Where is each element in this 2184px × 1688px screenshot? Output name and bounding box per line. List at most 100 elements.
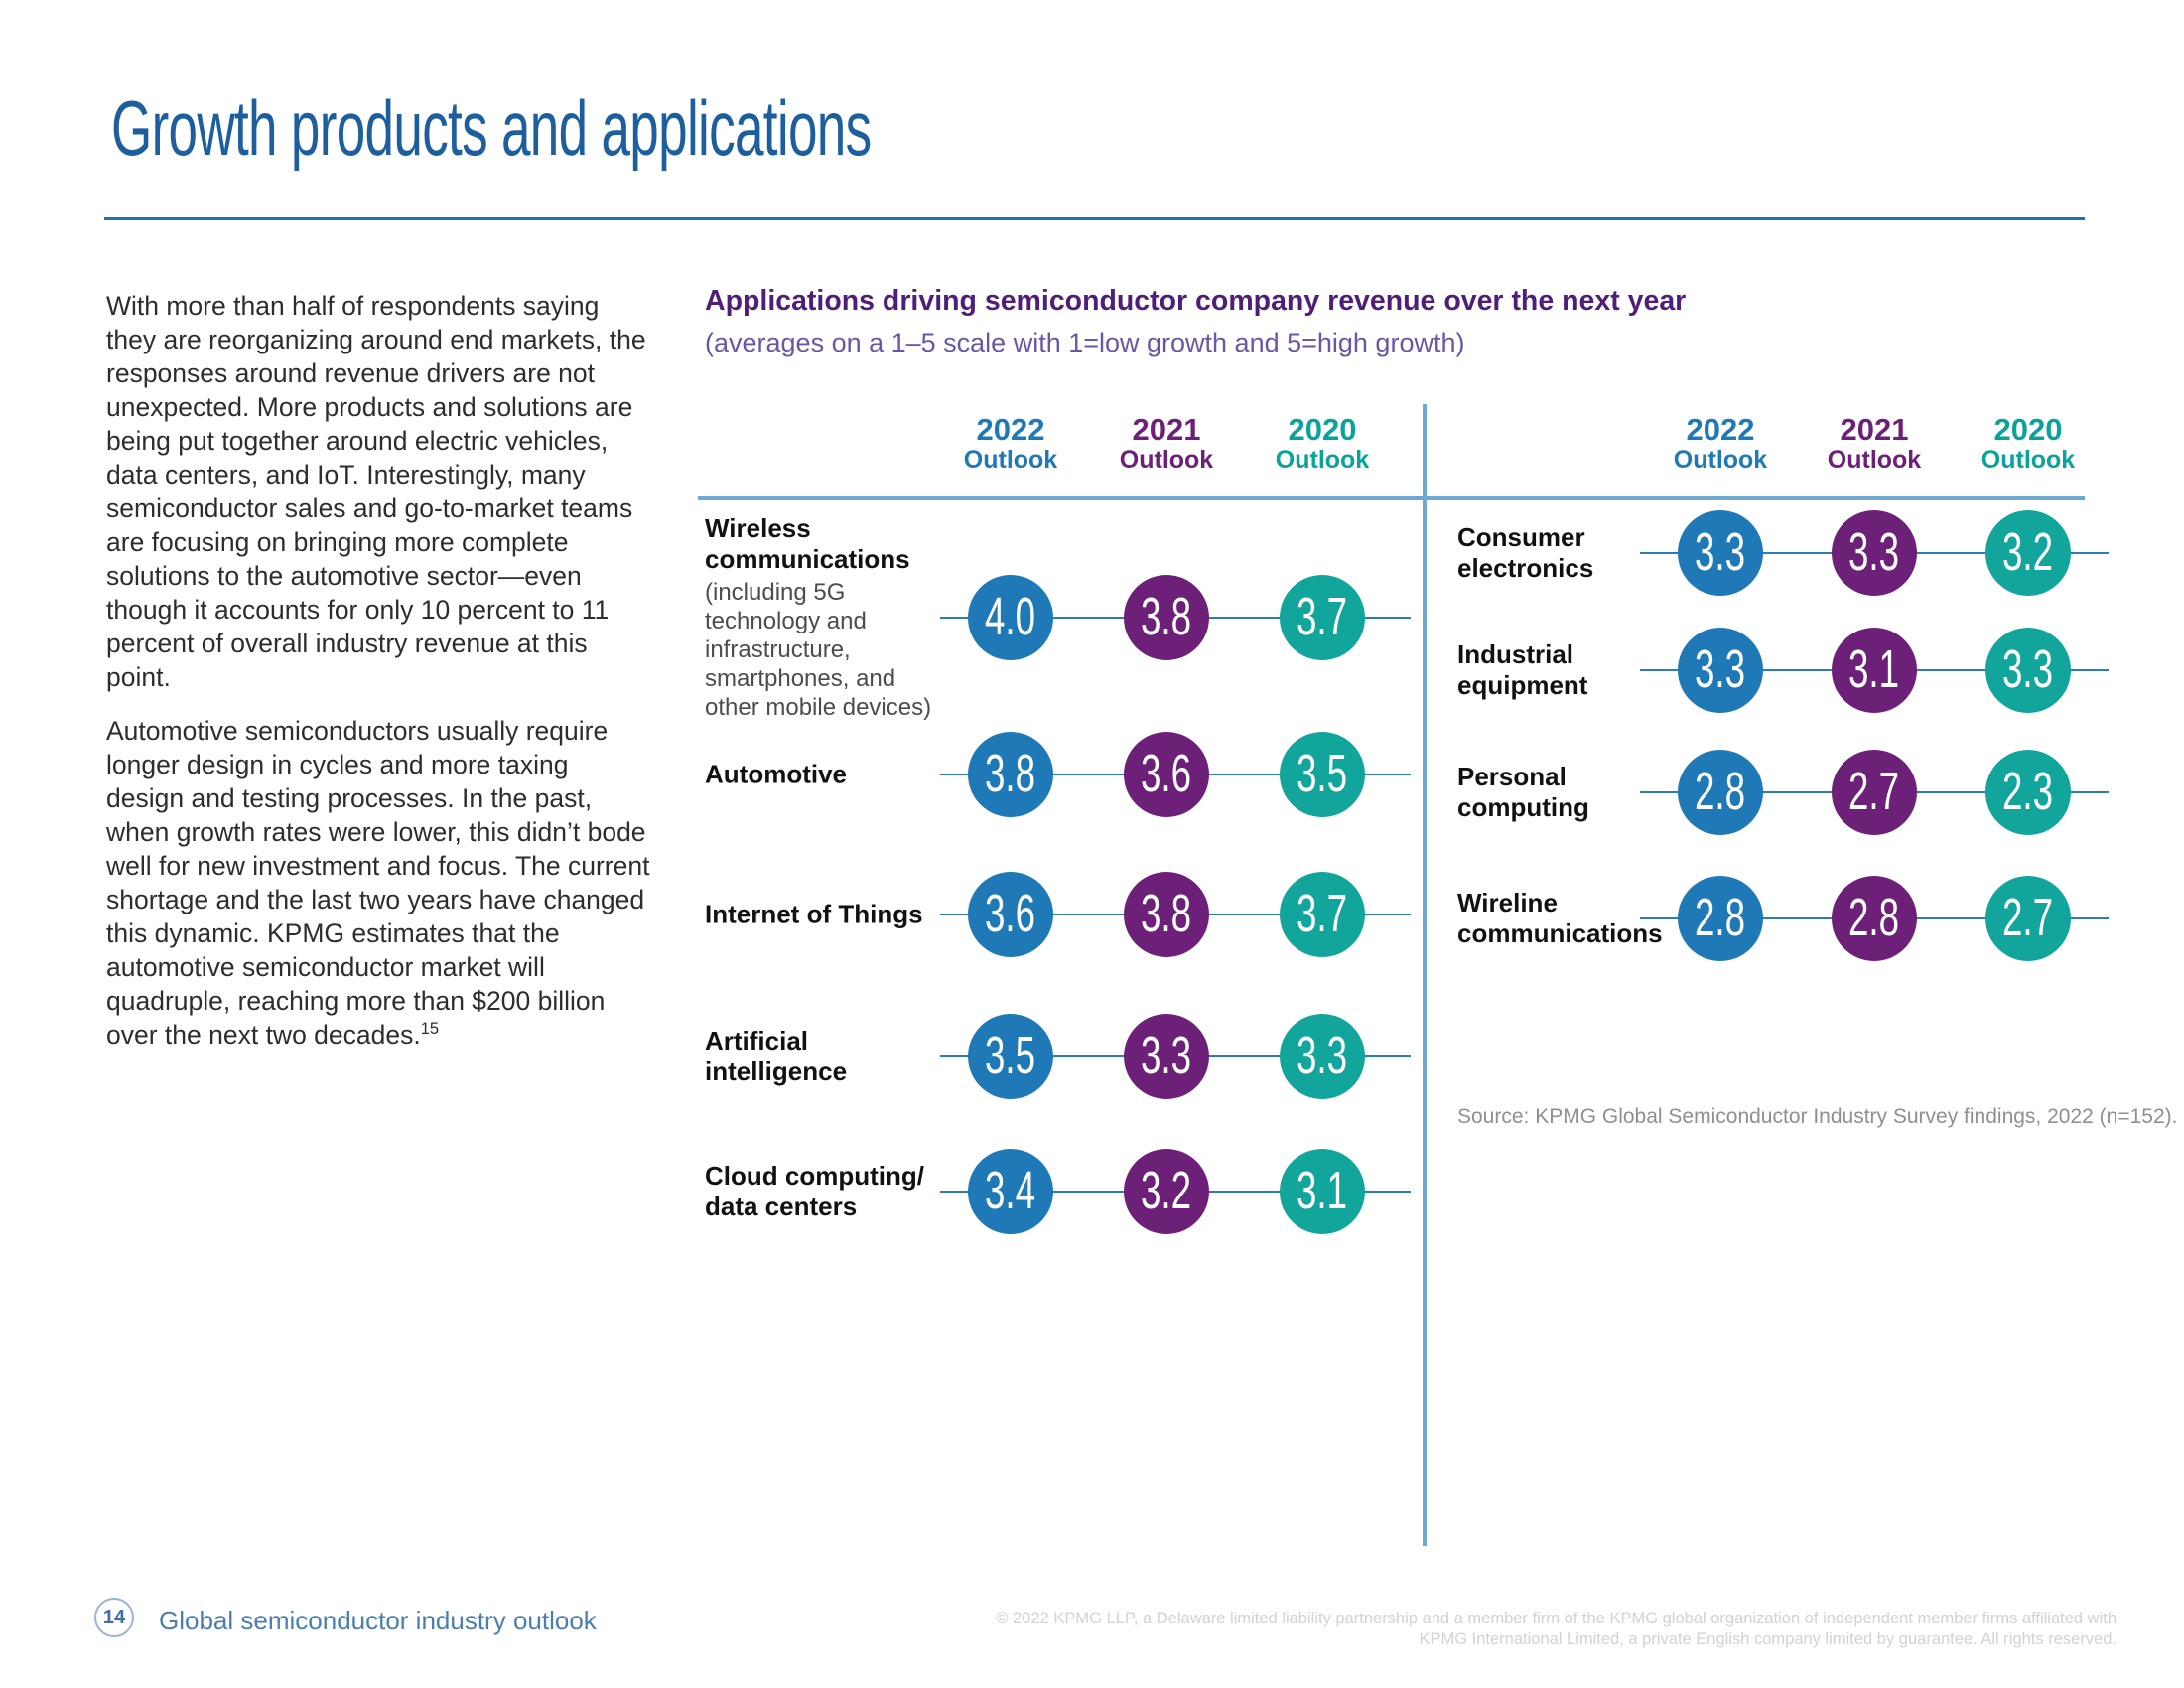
- value-2020: 3.3: [1297, 1026, 1348, 1085]
- row-label: Cloud computing/ data centers: [705, 1161, 941, 1222]
- category-label: Internet of Things: [705, 899, 923, 929]
- title-divider: [104, 217, 2085, 220]
- row-label: Consumer electronics: [1457, 522, 1641, 584]
- column-sublabel: Outlook: [1119, 446, 1214, 474]
- value-bubble-2021: 3.3: [1832, 510, 1917, 596]
- value-2022: 3.8: [985, 744, 1036, 803]
- page-number-badge: 14: [94, 1598, 134, 1637]
- value-2022: 2.8: [1695, 762, 1746, 821]
- column-year: 2021: [1132, 412, 1201, 447]
- value-2020: 3.1: [1297, 1161, 1348, 1220]
- value-bubble-2020: 3.1: [1280, 1149, 1365, 1234]
- row-label: Automotive: [705, 760, 941, 790]
- column-year: 2022: [1686, 412, 1755, 447]
- value-bubble-2022: 3.3: [1678, 628, 1763, 713]
- value-2022: 3.4: [985, 1161, 1036, 1220]
- footnote-marker: 15: [420, 1020, 440, 1039]
- value-2021: 3.1: [1848, 639, 1900, 699]
- category-label: Artificial intelligence: [705, 1026, 848, 1086]
- value-bubble-2020: 3.7: [1280, 872, 1365, 957]
- column-year: 2020: [1288, 412, 1357, 447]
- value-bubble-2022: 2.8: [1678, 750, 1763, 835]
- category-label: Industrial equipment: [1457, 639, 1588, 700]
- value-bubble-2022: 3.6: [968, 872, 1053, 957]
- category-note: (including 5G technology and infrastruct…: [705, 579, 932, 721]
- value-2021: 3.6: [1141, 744, 1192, 803]
- value-2022: 4.0: [985, 587, 1036, 646]
- value-bubble-2022: 3.3: [1678, 510, 1763, 596]
- column-sublabel: Outlook: [1673, 446, 1768, 474]
- value-bubble-2020: 2.3: [1985, 750, 2071, 835]
- column-year: 2020: [1993, 412, 2063, 447]
- row-label: Personal computing: [1457, 762, 1641, 823]
- paragraph-2-text: Automotive semiconductors usually requir…: [106, 716, 650, 1050]
- paragraph-2: Automotive semiconductors usually requir…: [106, 714, 650, 1052]
- column-header-2021-right: 2021 Outlook: [1790, 412, 1959, 475]
- row-label: Internet of Things: [705, 900, 941, 930]
- value-2020: 3.7: [1297, 884, 1348, 943]
- column-year: 2021: [1840, 412, 1909, 447]
- column-header-2021-left: 2021 Outlook: [1082, 412, 1251, 475]
- value-bubble-2020: 3.3: [1985, 628, 2071, 713]
- value-2022: 3.3: [1695, 522, 1746, 582]
- category-label: Wireless communications: [705, 513, 910, 574]
- column-sublabel: Outlook: [1275, 446, 1370, 474]
- value-bubble-2022: 4.0: [968, 575, 1053, 660]
- value-bubble-2020: 3.7: [1280, 575, 1365, 660]
- value-2022: 3.5: [985, 1026, 1036, 1085]
- value-bubble-2021: 3.3: [1124, 1014, 1209, 1099]
- row-label: Industrial equipment: [1457, 639, 1641, 701]
- value-bubble-2022: 3.8: [968, 732, 1053, 817]
- value-2021: 3.3: [1141, 1026, 1192, 1085]
- category-label: Wireline communications: [1457, 888, 1663, 948]
- value-2022: 3.3: [1695, 639, 1746, 699]
- value-bubble-2022: 3.4: [968, 1149, 1053, 1234]
- column-header-2020-left: 2020 Outlook: [1238, 412, 1407, 475]
- value-bubble-2022: 3.5: [968, 1014, 1053, 1099]
- row-label: Artificial intelligence: [705, 1026, 941, 1087]
- value-bubble-2021: 2.7: [1832, 750, 1917, 835]
- value-bubble-2020: 3.5: [1280, 732, 1365, 817]
- body-text: With more than half of respondents sayin…: [106, 289, 650, 1071]
- value-bubble-2021: 3.2: [1124, 1149, 1209, 1234]
- column-year: 2022: [976, 412, 1045, 447]
- value-2021: 3.8: [1141, 884, 1192, 943]
- column-sublabel: Outlook: [1827, 446, 1922, 474]
- value-bubble-2021: 3.8: [1124, 872, 1209, 957]
- value-bubble-2021: 3.6: [1124, 732, 1209, 817]
- row-label: Wireless communications (including 5G te…: [705, 513, 941, 722]
- value-2020: 3.2: [2002, 522, 2054, 582]
- page-title: Growth products and applications: [111, 84, 872, 172]
- value-2022: 2.8: [1695, 888, 1746, 947]
- value-2022: 3.6: [985, 884, 1036, 943]
- value-2021: 3.8: [1141, 587, 1192, 646]
- value-bubble-2021: 3.1: [1832, 628, 1917, 713]
- value-2021: 3.2: [1141, 1161, 1192, 1220]
- column-sublabel: Outlook: [963, 446, 1058, 474]
- value-2021: 3.3: [1848, 522, 1900, 582]
- value-bubble-2021: 2.8: [1832, 876, 1917, 961]
- category-label: Personal computing: [1457, 762, 1589, 822]
- value-2021: 2.7: [1848, 762, 1900, 821]
- category-label: Consumer electronics: [1457, 522, 1594, 583]
- column-header-2022-right: 2022 Outlook: [1636, 412, 1805, 475]
- row-label: Wireline communications: [1457, 888, 1663, 949]
- value-bubble-2020: 3.3: [1280, 1014, 1365, 1099]
- column-sublabel: Outlook: [1980, 446, 2076, 474]
- value-2020: 3.3: [2002, 639, 2054, 699]
- chart-title: Applications driving semiconductor compa…: [705, 285, 1687, 317]
- copyright-notice: © 2022 KPMG LLP, a Delaware limited liab…: [996, 1609, 2116, 1650]
- column-header-2022-left: 2022 Outlook: [926, 412, 1095, 475]
- copyright-line-1: © 2022 KPMG LLP, a Delaware limited liab…: [996, 1610, 2116, 1627]
- value-2020: 2.7: [2002, 888, 2054, 947]
- value-bubble-2020: 3.2: [1985, 510, 2071, 596]
- copyright-line-2: KPMG International Limited, a private En…: [1419, 1630, 2116, 1648]
- value-bubble-2022: 2.8: [1678, 876, 1763, 961]
- chart-source: Source: KPMG Global Semiconductor Indust…: [1457, 1105, 2178, 1128]
- value-2020: 3.5: [1297, 744, 1348, 803]
- value-2021: 2.8: [1848, 888, 1900, 947]
- value-2020: 3.7: [1297, 587, 1348, 646]
- category-label: Automotive: [705, 759, 847, 789]
- chart-vertical-divider: [1423, 404, 1427, 1546]
